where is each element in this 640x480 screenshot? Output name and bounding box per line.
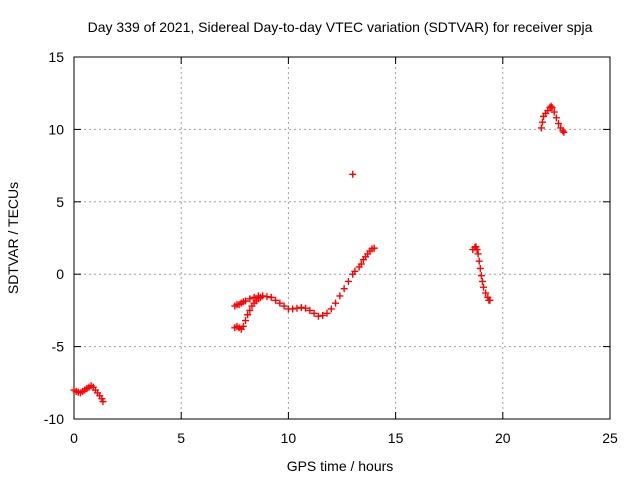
data-point [302, 304, 310, 312]
data-point [548, 104, 556, 112]
data-point [332, 299, 340, 307]
chart-title: Day 339 of 2021, Sidereal Day-to-day VTE… [88, 19, 593, 35]
data-point [250, 293, 258, 301]
y-tick-label: 15 [48, 49, 64, 65]
data-point [486, 296, 494, 304]
x-tick-labels: 0 5 10 15 20 25 [70, 430, 618, 446]
data-point [242, 317, 250, 325]
data-point [537, 124, 545, 132]
data-point [246, 295, 254, 303]
data-point [555, 120, 563, 128]
data-point [319, 311, 327, 319]
data-point [263, 293, 271, 301]
data-point [289, 305, 297, 313]
data-point [476, 264, 484, 272]
x-tick-label: 15 [388, 430, 404, 446]
data-point [267, 293, 275, 301]
data-point [475, 257, 483, 265]
data-point [538, 118, 546, 126]
x-tick-label: 20 [495, 430, 511, 446]
data-point [474, 250, 482, 258]
data-point [246, 306, 254, 314]
data-point [357, 260, 365, 268]
data-point [552, 114, 560, 122]
grid-lines [74, 57, 610, 419]
data-point [473, 246, 481, 254]
x-axis-label: GPS time / hours [287, 458, 394, 474]
data-point [293, 304, 301, 312]
data-points [70, 102, 568, 406]
data-point [327, 305, 335, 313]
y-tick-labels: -10 -5 0 5 10 15 [44, 49, 64, 427]
x-tick-label: 5 [177, 430, 185, 446]
data-point [297, 304, 305, 312]
x-tick-label: 25 [602, 430, 618, 446]
y-tick-label: -10 [44, 411, 64, 427]
data-point [242, 297, 250, 305]
y-tick-label: 5 [56, 194, 64, 210]
data-point [351, 267, 359, 275]
data-point [336, 292, 344, 300]
data-point [323, 309, 331, 317]
y-axis-label: SDTVAR / TECUs [5, 182, 21, 294]
data-point [478, 277, 486, 285]
data-point [547, 102, 555, 110]
data-point [272, 296, 280, 304]
data-point [560, 128, 568, 136]
data-point [244, 311, 252, 319]
data-point [349, 170, 357, 178]
data-point [477, 272, 485, 280]
data-point [370, 244, 378, 252]
data-point [306, 306, 314, 314]
data-point [99, 398, 107, 406]
data-point [280, 302, 288, 310]
y-tick-label: 10 [48, 121, 64, 137]
data-point [482, 289, 490, 297]
tick-marks [73, 56, 611, 420]
data-point [344, 277, 352, 285]
data-point [259, 292, 267, 300]
y-tick-label: -5 [52, 339, 65, 355]
x-tick-label: 0 [70, 430, 78, 446]
data-point [550, 108, 558, 116]
data-point [559, 127, 567, 135]
data-point [239, 322, 247, 330]
data-point [340, 285, 348, 293]
x-tick-label: 10 [281, 430, 297, 446]
data-point [480, 283, 488, 291]
data-point [314, 312, 322, 320]
y-tick-label: 0 [56, 266, 64, 282]
data-point [276, 299, 284, 307]
plot-frame [73, 56, 611, 420]
data-point [310, 309, 318, 317]
